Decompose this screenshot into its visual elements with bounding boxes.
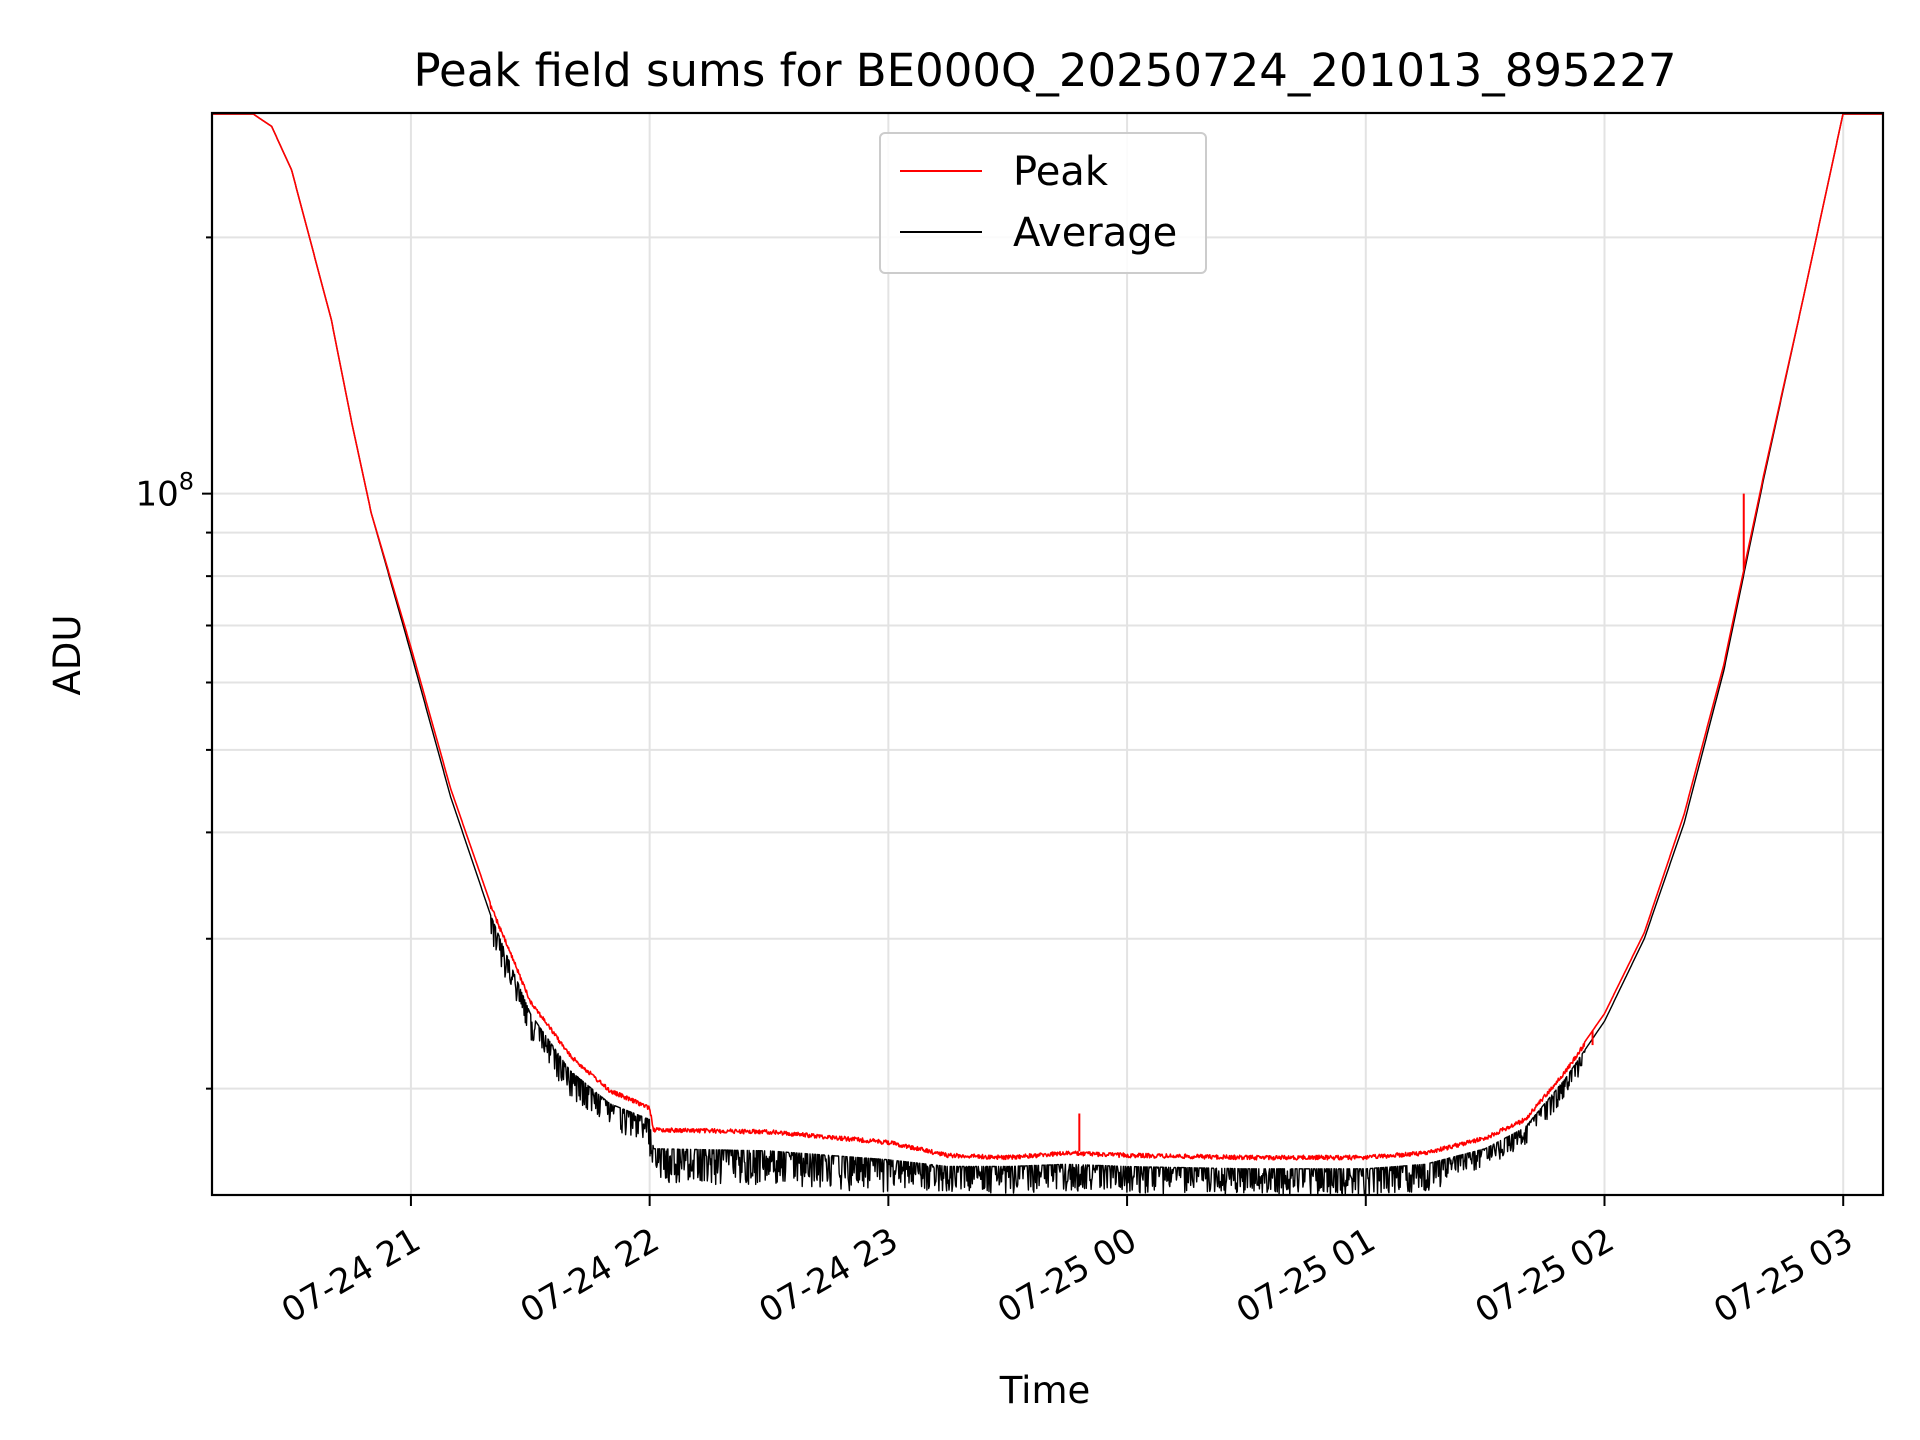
y-axis-label: ADU (46, 615, 89, 696)
y-tick-label: 108 (135, 468, 194, 515)
legend: Peak Average (879, 132, 1207, 274)
legend-label-average: Average (1013, 210, 1177, 256)
chart-title: Peak field sums for BE000Q_20250724_2010… (413, 44, 1676, 97)
plot-frame (210, 111, 1885, 1197)
legend-box (879, 132, 1207, 274)
legend-label-peak: Peak (1013, 149, 1109, 195)
series-line-average (211, 113, 1884, 1196)
x-axis-label: Time (999, 1369, 1091, 1412)
series-line-peak (211, 113, 1884, 1161)
